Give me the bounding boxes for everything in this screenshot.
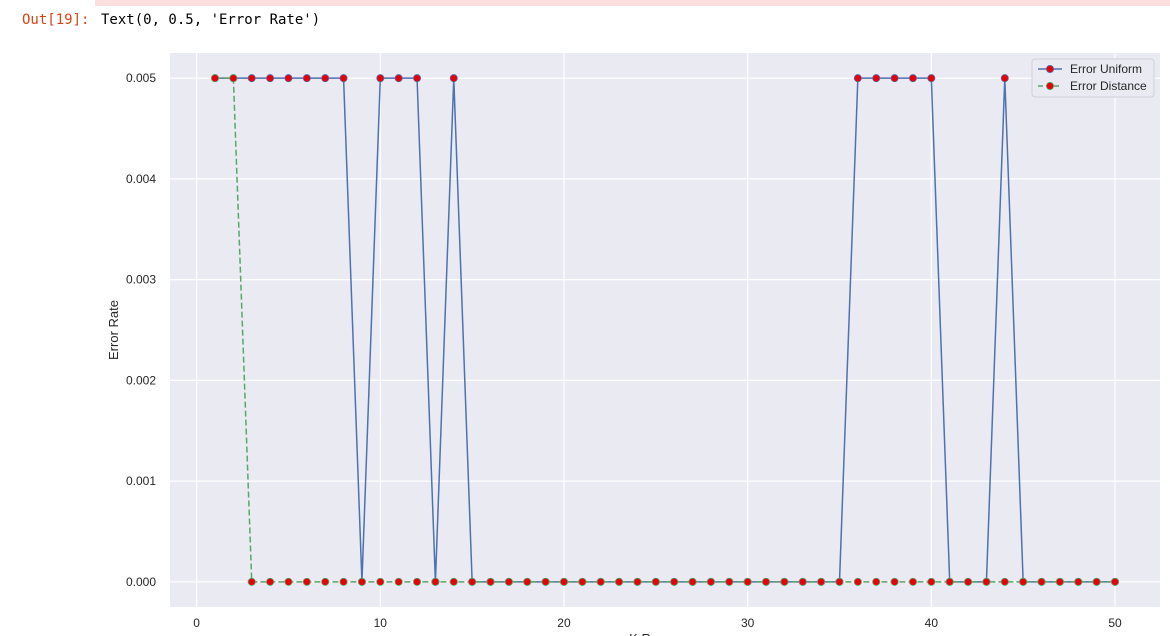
data-point bbox=[853, 74, 862, 83]
x-tick-label: 0 bbox=[193, 616, 200, 630]
data-point bbox=[559, 577, 568, 586]
data-point bbox=[596, 577, 605, 586]
data-point bbox=[908, 74, 917, 83]
data-point bbox=[266, 74, 275, 83]
data-point bbox=[431, 577, 440, 586]
output-text: Text(0, 0.5, 'Error Rate') bbox=[101, 12, 321, 28]
data-point bbox=[468, 577, 477, 586]
legend: Error Uniform Error Distance bbox=[1031, 58, 1155, 98]
data-point bbox=[413, 577, 422, 586]
data-point bbox=[210, 74, 219, 83]
legend-label: Error Uniform bbox=[1070, 62, 1142, 76]
data-point bbox=[872, 577, 881, 586]
series-markers bbox=[210, 74, 1120, 586]
data-point bbox=[1000, 74, 1009, 83]
legend-label: Error Distance bbox=[1070, 79, 1147, 93]
x-tick-label: 40 bbox=[925, 616, 939, 630]
data-point bbox=[1092, 577, 1101, 586]
data-point bbox=[302, 577, 311, 586]
data-point bbox=[651, 577, 660, 586]
y-tick-label: 0.002 bbox=[126, 373, 156, 387]
data-point bbox=[247, 577, 256, 586]
data-point bbox=[449, 577, 458, 586]
x-tick-label: 30 bbox=[741, 616, 755, 630]
data-point bbox=[1055, 577, 1064, 586]
y-tick-label: 0.004 bbox=[126, 172, 156, 186]
legend-box bbox=[1031, 58, 1155, 98]
data-point bbox=[357, 577, 366, 586]
data-point bbox=[376, 74, 385, 83]
data-point bbox=[945, 577, 954, 586]
y-tick-label: 0.000 bbox=[126, 575, 156, 589]
data-point bbox=[229, 74, 238, 83]
data-point bbox=[247, 74, 256, 83]
data-point bbox=[927, 74, 936, 83]
data-point bbox=[578, 577, 587, 586]
data-point bbox=[449, 74, 458, 83]
data-point bbox=[908, 577, 917, 586]
data-point bbox=[504, 577, 513, 586]
data-point bbox=[284, 577, 293, 586]
plot-area bbox=[170, 53, 1160, 607]
data-point bbox=[486, 577, 495, 586]
data-point bbox=[725, 577, 734, 586]
legend-marker bbox=[1046, 65, 1055, 74]
data-point bbox=[872, 74, 881, 83]
data-point bbox=[376, 577, 385, 586]
data-point bbox=[1111, 577, 1120, 586]
data-point bbox=[339, 74, 348, 83]
data-point bbox=[1019, 577, 1028, 586]
data-point bbox=[835, 577, 844, 586]
x-tick-label: 20 bbox=[557, 616, 571, 630]
data-point bbox=[523, 577, 532, 586]
data-point bbox=[670, 577, 679, 586]
data-point bbox=[817, 577, 826, 586]
data-point bbox=[798, 577, 807, 586]
data-point bbox=[927, 577, 936, 586]
data-point bbox=[413, 74, 422, 83]
data-point bbox=[321, 74, 330, 83]
data-point bbox=[853, 577, 862, 586]
data-point bbox=[394, 74, 403, 83]
y-tick-label: 0.001 bbox=[126, 474, 156, 488]
data-point bbox=[688, 577, 697, 586]
data-point bbox=[890, 577, 899, 586]
legend-marker bbox=[1046, 82, 1055, 91]
data-point bbox=[743, 577, 752, 586]
data-point bbox=[1074, 577, 1083, 586]
data-point bbox=[615, 577, 624, 586]
data-point bbox=[982, 577, 991, 586]
data-point bbox=[302, 74, 311, 83]
output-prompt: Out[19]: bbox=[22, 12, 90, 28]
data-point bbox=[394, 577, 403, 586]
data-point bbox=[964, 577, 973, 586]
data-point bbox=[541, 577, 550, 586]
x-tick-label: 50 bbox=[1108, 616, 1122, 630]
data-point bbox=[706, 577, 715, 586]
data-point bbox=[780, 577, 789, 586]
data-point bbox=[890, 74, 899, 83]
data-point bbox=[321, 577, 330, 586]
data-point bbox=[284, 74, 293, 83]
y-tick-label: 0.003 bbox=[126, 273, 156, 287]
tick-labels: 0 10 20 30 40 50 0.000 0.001 0.002 0.003 0.004 0.00… bbox=[126, 71, 1122, 630]
y-tick-label: 0.005 bbox=[126, 71, 156, 85]
data-point bbox=[1037, 577, 1046, 586]
data-point bbox=[1000, 577, 1009, 586]
x-axis-label: K R bbox=[629, 631, 651, 636]
data-point bbox=[266, 577, 275, 586]
x-tick-label: 10 bbox=[374, 616, 388, 630]
data-point bbox=[762, 577, 771, 586]
data-point bbox=[339, 577, 348, 586]
y-axis-label: Error Rate bbox=[106, 300, 121, 360]
cell-border bbox=[95, 0, 1170, 6]
data-point bbox=[633, 577, 642, 586]
